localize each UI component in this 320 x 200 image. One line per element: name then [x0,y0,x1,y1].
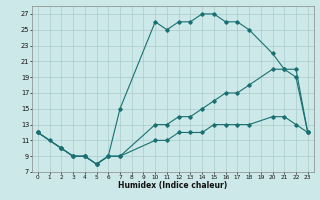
X-axis label: Humidex (Indice chaleur): Humidex (Indice chaleur) [118,181,228,190]
